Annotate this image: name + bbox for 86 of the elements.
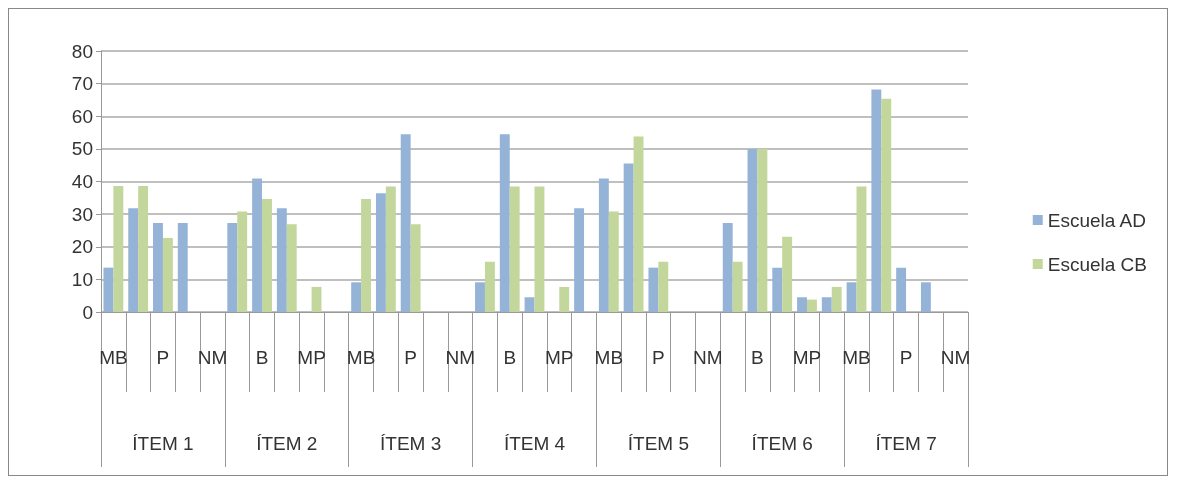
bar xyxy=(782,236,793,312)
bar xyxy=(400,134,411,312)
text: ÍTEM 7 xyxy=(875,433,937,454)
y-tick-label: 10 xyxy=(71,268,93,290)
legend-label: Escuela CB xyxy=(1047,253,1148,275)
bar xyxy=(881,98,892,312)
bar xyxy=(286,224,297,312)
text: ÍTEM 3 xyxy=(380,433,442,454)
bar xyxy=(648,267,659,312)
bar xyxy=(896,267,907,312)
y-tick-label: 30 xyxy=(71,203,93,225)
bar xyxy=(797,297,807,312)
bar xyxy=(177,222,188,312)
bar xyxy=(162,237,173,312)
bar xyxy=(732,261,743,312)
bar xyxy=(806,299,817,312)
bar xyxy=(351,282,362,312)
bar xyxy=(410,224,421,312)
bar xyxy=(475,282,485,312)
bar xyxy=(138,186,149,312)
x-tick-label: MB xyxy=(346,347,376,368)
x-tick-label: NM xyxy=(197,347,228,368)
bar xyxy=(559,286,570,312)
bar xyxy=(574,208,585,312)
y-tick-label: 60 xyxy=(71,105,93,127)
bar xyxy=(534,186,545,312)
text: ÍTEM 1 xyxy=(132,433,194,454)
x-tick-label: MB xyxy=(842,347,871,368)
bar xyxy=(524,297,535,312)
bar xyxy=(227,222,238,312)
y-tick-label: 40 xyxy=(71,171,93,192)
bar xyxy=(262,199,272,312)
text: ÍTEM 6 xyxy=(751,433,813,454)
bar xyxy=(153,222,163,312)
bar xyxy=(598,178,609,312)
legend-label: Escuela AD xyxy=(1047,209,1146,231)
x-tick-label: MP xyxy=(297,347,326,368)
text: ÍTEM 5 xyxy=(627,433,689,454)
bar xyxy=(499,134,510,312)
bar xyxy=(252,178,263,312)
y-tick-label: 0 xyxy=(82,301,93,323)
x-tick-label: P xyxy=(652,347,665,368)
y-tick-label: 80 xyxy=(71,40,93,62)
bar xyxy=(920,282,931,312)
x-tick-label: B xyxy=(255,347,269,368)
bar xyxy=(375,193,386,312)
x-tick-label: MP xyxy=(545,347,574,368)
x-tick-label: P xyxy=(404,347,417,368)
x-tick-label: P xyxy=(156,347,170,368)
y-tick-label: 50 xyxy=(71,138,93,160)
x-tick-label: MP xyxy=(792,347,822,368)
bar xyxy=(846,282,857,312)
x-tick-label: NM xyxy=(940,347,971,368)
bar xyxy=(623,163,634,312)
bar xyxy=(747,148,758,312)
text: ÍTEM 4 xyxy=(503,433,566,454)
x-tick-label: P xyxy=(899,347,913,368)
bar xyxy=(103,267,114,312)
bar xyxy=(831,286,842,312)
bar xyxy=(633,136,644,312)
x-tick-label: MB xyxy=(99,347,128,368)
bar xyxy=(658,261,669,312)
bar xyxy=(821,297,832,312)
bar xyxy=(509,186,520,312)
x-tick-label: NM xyxy=(693,347,723,368)
text: ÍTEM 2 xyxy=(256,433,318,454)
bar xyxy=(608,211,619,312)
x-tick-label: B xyxy=(751,347,764,368)
bar xyxy=(385,186,396,312)
y-tick-label: 20 xyxy=(71,236,93,258)
bar xyxy=(484,261,495,312)
y-tick-label: 70 xyxy=(71,73,93,95)
bar xyxy=(757,148,768,312)
bar xyxy=(311,286,322,312)
x-tick-label: B xyxy=(503,347,517,368)
x-tick-label: MB xyxy=(594,347,624,368)
bar xyxy=(856,186,867,312)
bar xyxy=(128,208,139,312)
bar xyxy=(361,199,372,312)
bar xyxy=(113,186,124,312)
bar xyxy=(276,208,287,312)
bar xyxy=(871,89,882,312)
bar xyxy=(237,211,248,312)
x-tick-label: NM xyxy=(445,347,475,368)
bar xyxy=(722,222,733,312)
bar xyxy=(772,267,783,312)
